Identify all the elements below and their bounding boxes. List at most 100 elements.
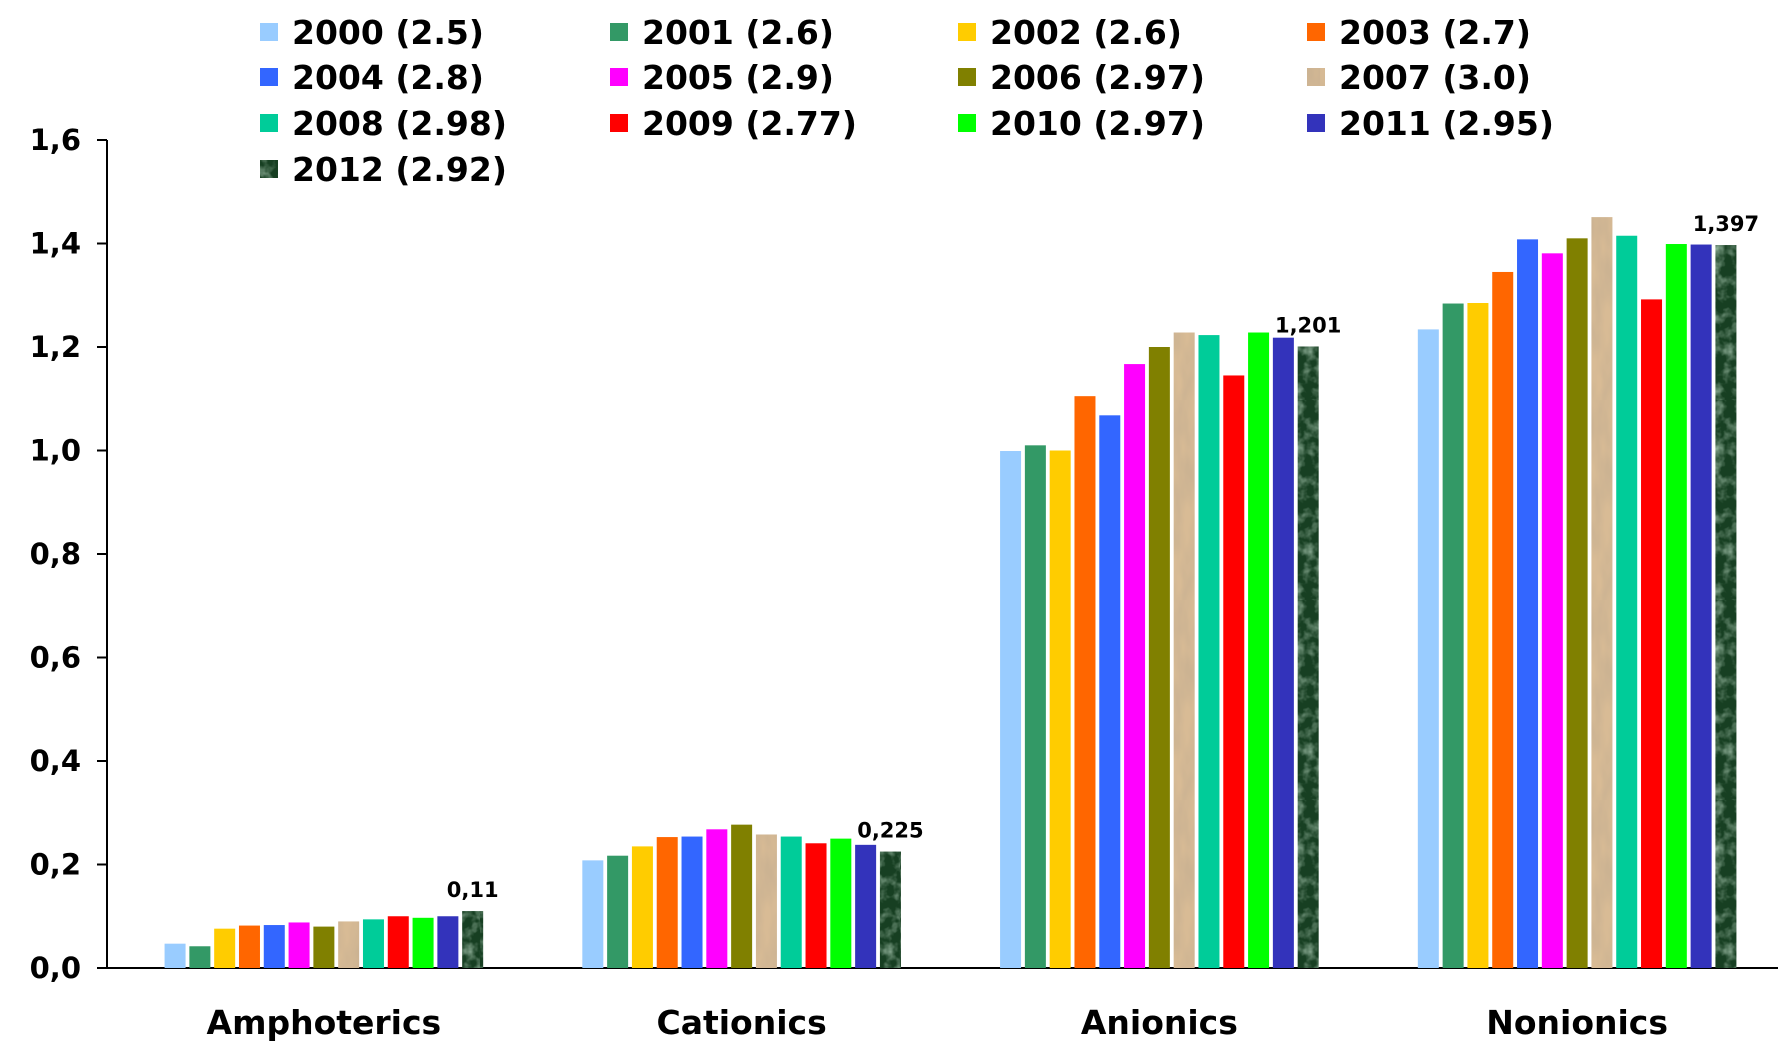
- bar-nonionics-2004-2-8: [1517, 239, 1539, 969]
- bar-nonionics-2006-2-97: [1566, 238, 1588, 968]
- legend-swatch: [958, 114, 976, 132]
- bar-cationics-2008-2-98: [780, 836, 802, 968]
- legend-label: 2002 (2.6): [990, 13, 1182, 52]
- bar-cationics-2010-2-97: [830, 838, 852, 968]
- legend-label: 2001 (2.6): [642, 13, 834, 52]
- y-tick-label: 0,8: [30, 537, 81, 571]
- legend-swatch: [260, 68, 278, 86]
- bar-nonionics-2008-2-98: [1616, 235, 1638, 969]
- bar-amphoterics-2008-2-98: [362, 919, 384, 968]
- bar-nonionics-2005-2-9: [1541, 253, 1563, 968]
- axes: 0,0 0,2 0,4 0,6 0,8 1,0 1,2 1,4 1,6: [30, 123, 1778, 985]
- y-tick-label: 0,0: [30, 951, 81, 985]
- legend-label: 2006 (2.97): [990, 58, 1205, 97]
- legend-swatch: [1307, 114, 1325, 132]
- legend-item-2006-2-97: 2006 (2.97): [958, 58, 1205, 97]
- legend-label: 2000 (2.5): [292, 13, 484, 52]
- bar-amphoterics-2001-2-6: [189, 946, 211, 968]
- legend-swatch: [260, 114, 278, 132]
- legend-label: 2007 (3.0): [1339, 58, 1531, 97]
- legend: 2000 (2.5) 2001 (2.6) 2002 (2.6) 2003 (2.7)…: [260, 13, 1554, 189]
- bar-anionics-2003-2-7: [1074, 396, 1096, 969]
- bar-amphoterics-2010-2-97: [412, 917, 434, 968]
- data-labels: 0,11 0,225 1,201 1,397: [447, 212, 1759, 902]
- bar-anionics-2002-2-6: [1049, 450, 1071, 968]
- bar-nonionics-2002-2-6: [1467, 303, 1489, 968]
- legend-label: 2003 (2.7): [1339, 13, 1531, 52]
- legend-swatch: [958, 23, 976, 41]
- bar-anionics-2000-2-5: [1000, 451, 1022, 969]
- bar-amphoterics-2003-2-7: [238, 925, 260, 968]
- bar-cationics-2000-2-5: [582, 860, 604, 968]
- legend-label: 2008 (2.98): [292, 104, 507, 143]
- legend-item-2002-2-6: 2002 (2.6): [958, 13, 1182, 52]
- legend-swatch: [610, 68, 628, 86]
- category-label-amphoterics: Amphoterics: [207, 1003, 442, 1042]
- bar-amphoterics-2012-2-92: [462, 911, 484, 968]
- legend-swatch: [610, 23, 628, 41]
- bar-nonionics-2000-2-5: [1417, 329, 1439, 968]
- bar-amphoterics-2005-2-9: [288, 922, 310, 968]
- y-ticks: 0,0 0,2 0,4 0,6 0,8 1,0 1,2 1,4 1,6: [30, 123, 107, 985]
- y-tick-label: 0,2: [30, 848, 81, 882]
- bar-amphoterics-2006-2-97: [313, 926, 335, 968]
- legend-swatch: [958, 68, 976, 86]
- bar-anionics-2011-2-95: [1272, 337, 1294, 968]
- legend-item-2007-3-0: 2007 (3.0): [1307, 58, 1531, 97]
- legend-swatch: [260, 160, 278, 178]
- y-tick-label: 1,0: [30, 434, 81, 468]
- legend-swatch: [610, 114, 628, 132]
- bar-nonionics-2010-2-97: [1665, 244, 1687, 968]
- bar-cationics-2005-2-9: [706, 829, 728, 968]
- data-label-amphoterics: 0,11: [447, 878, 499, 902]
- legend-item-2009-2-77: 2009 (2.77): [610, 104, 857, 143]
- legend-item-2001-2-6: 2001 (2.6): [610, 13, 834, 52]
- legend-swatch: [1307, 68, 1325, 86]
- bar-anionics-2004-2-8: [1099, 415, 1121, 968]
- bar-cationics-2006-2-97: [731, 824, 753, 968]
- bar-amphoterics-2011-2-95: [437, 916, 459, 968]
- y-tick-label: 1,4: [30, 227, 81, 261]
- bar-amphoterics-2009-2-77: [387, 916, 409, 968]
- legend-label: 2010 (2.97): [990, 104, 1205, 143]
- legend-item-2003-2-7: 2003 (2.7): [1307, 13, 1531, 52]
- bar-anionics-2012-2-92: [1297, 346, 1319, 968]
- bars: [164, 217, 1737, 969]
- bar-nonionics-2012-2-92: [1715, 245, 1737, 969]
- y-tick-label: 1,6: [30, 123, 81, 157]
- bar-anionics-2006-2-97: [1148, 347, 1170, 968]
- data-label-anionics: 1,201: [1275, 313, 1341, 337]
- legend-item-2010-2-97: 2010 (2.97): [958, 104, 1205, 143]
- bar-amphoterics-2002-2-6: [214, 928, 236, 968]
- category-label-cationics: Cationics: [656, 1003, 826, 1042]
- data-label-cationics: 0,225: [857, 819, 923, 843]
- legend-item-2005-2-9: 2005 (2.9): [610, 58, 834, 97]
- legend-swatch: [260, 23, 278, 41]
- bar-cationics-2009-2-77: [805, 843, 827, 968]
- category-label-anionics: Anionics: [1081, 1003, 1238, 1042]
- bar-anionics-2009-2-77: [1223, 375, 1245, 968]
- legend-label: 2011 (2.95): [1339, 104, 1554, 143]
- bar-cationics-2012-2-92: [879, 851, 901, 968]
- bar-cationics-2003-2-7: [656, 837, 678, 968]
- data-label-nonionics: 1,397: [1693, 212, 1759, 236]
- bar-amphoterics-2000-2-5: [164, 943, 186, 968]
- category-labels: Amphoterics Cationics Anionics Nonionics: [207, 1003, 1668, 1042]
- bar-nonionics-2007-3-0: [1591, 217, 1613, 969]
- legend-swatch: [1307, 23, 1325, 41]
- legend-item-2011-2-95: 2011 (2.95): [1307, 104, 1554, 143]
- bar-cationics-2007-3-0: [755, 834, 777, 968]
- bar-cationics-2011-2-95: [855, 844, 877, 968]
- bar-nonionics-2003-2-7: [1492, 271, 1514, 968]
- y-tick-label: 0,6: [30, 641, 81, 675]
- bar-anionics-2001-2-6: [1024, 445, 1046, 968]
- legend-item-2000-2-5: 2000 (2.5): [260, 13, 484, 52]
- bar-cationics-2004-2-8: [681, 836, 703, 968]
- legend-label: 2005 (2.9): [642, 58, 834, 97]
- bar-amphoterics-2007-3-0: [338, 921, 360, 968]
- bar-cationics-2002-2-6: [631, 846, 653, 968]
- bar-anionics-2010-2-97: [1248, 332, 1270, 968]
- legend-label: 2009 (2.77): [642, 104, 857, 143]
- bar-nonionics-2009-2-77: [1641, 299, 1663, 968]
- bar-anionics-2007-3-0: [1173, 332, 1195, 968]
